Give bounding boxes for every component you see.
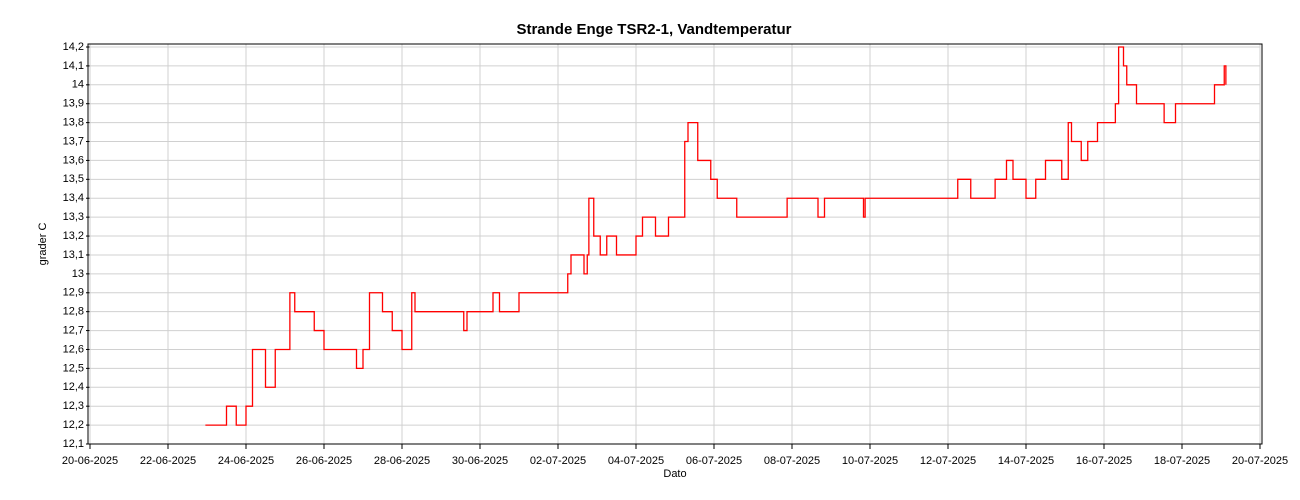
y-tick-label: 13,9 <box>63 98 84 110</box>
y-tick-label: 13,6 <box>63 154 84 166</box>
x-tick-label: 16-07-2025 <box>1076 455 1132 467</box>
chart-title: Strande Enge TSR2-1, Vandtemperatur <box>516 21 791 38</box>
y-tick-label: 12,6 <box>63 343 84 355</box>
x-tick-label: 04-07-2025 <box>608 455 664 467</box>
x-tick-label: 12-07-2025 <box>920 455 976 467</box>
y-tick-label: 13,5 <box>63 173 84 185</box>
x-tick-label: 22-06-2025 <box>140 455 196 467</box>
data-line <box>205 46 1227 426</box>
y-tick-label: 12,5 <box>63 362 84 374</box>
y-tick-label: 13,2 <box>63 230 84 242</box>
x-tick-label: 24-06-2025 <box>218 455 274 467</box>
y-tick-label: 12,9 <box>63 287 84 299</box>
y-tick-label: 12,7 <box>63 324 84 336</box>
y-tick-label: 12,8 <box>63 306 84 318</box>
y-tick-label: 13 <box>72 268 84 280</box>
x-tick-label: 18-07-2025 <box>1154 455 1210 467</box>
y-axis-label: grader C <box>37 223 49 266</box>
y-tick-label: 13,4 <box>63 192 84 204</box>
y-tick-label: 12,3 <box>63 400 84 412</box>
x-axis-label: Dato <box>663 468 686 480</box>
y-tick-label: 13,1 <box>63 249 84 261</box>
y-tick-label: 14,2 <box>63 41 84 53</box>
x-tick-label: 06-07-2025 <box>686 455 742 467</box>
x-tick-label: 20-06-2025 <box>62 455 118 467</box>
x-tick-label: 28-06-2025 <box>374 455 430 467</box>
y-tick-label: 12,2 <box>63 419 84 431</box>
y-tick-label: 14,1 <box>63 60 84 72</box>
x-tick-label: 26-06-2025 <box>296 455 352 467</box>
y-tick-label: 12,4 <box>63 381 84 393</box>
x-tick-label: 10-07-2025 <box>842 455 898 467</box>
x-tick-label: 08-07-2025 <box>764 455 820 467</box>
x-tick-label: 02-07-2025 <box>530 455 586 467</box>
plot-frame <box>87 43 1263 445</box>
x-tick-label: 20-07-2025 <box>1232 455 1288 467</box>
y-tick-label: 14 <box>72 79 84 91</box>
y-tick-label: 13,3 <box>63 211 84 223</box>
y-tick-label: 13,8 <box>63 117 84 129</box>
x-tick-label: 14-07-2025 <box>998 455 1054 467</box>
y-tick-label: 12,1 <box>63 438 84 450</box>
y-tick-label: 13,7 <box>63 135 84 147</box>
x-tick-label: 30-06-2025 <box>452 455 508 467</box>
